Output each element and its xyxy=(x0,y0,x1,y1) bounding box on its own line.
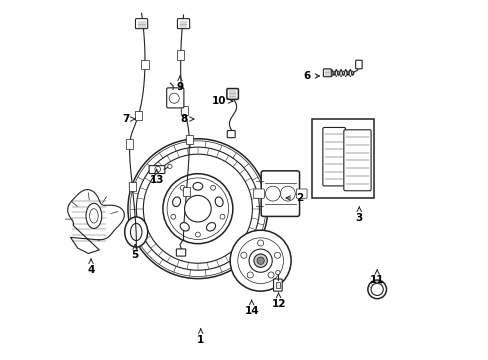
Circle shape xyxy=(247,272,253,278)
Ellipse shape xyxy=(86,203,102,228)
FancyBboxPatch shape xyxy=(323,69,330,77)
Circle shape xyxy=(169,93,179,103)
Circle shape xyxy=(267,272,273,278)
FancyBboxPatch shape xyxy=(261,171,299,216)
FancyBboxPatch shape xyxy=(322,127,345,186)
Text: 14: 14 xyxy=(244,300,259,316)
Bar xyxy=(177,50,184,59)
Circle shape xyxy=(180,185,185,190)
FancyBboxPatch shape xyxy=(166,88,183,108)
Text: 4: 4 xyxy=(87,259,95,275)
Text: 3: 3 xyxy=(355,207,362,222)
FancyBboxPatch shape xyxy=(296,189,306,198)
Ellipse shape xyxy=(193,183,203,190)
Bar xyxy=(181,105,187,115)
Text: 9: 9 xyxy=(176,76,183,92)
Text: 13: 13 xyxy=(149,169,163,185)
FancyBboxPatch shape xyxy=(226,89,238,99)
Circle shape xyxy=(257,240,263,246)
Circle shape xyxy=(275,270,280,275)
Circle shape xyxy=(280,186,295,201)
Bar xyxy=(276,282,279,288)
Text: 8: 8 xyxy=(180,114,194,124)
Text: 12: 12 xyxy=(271,293,285,309)
FancyBboxPatch shape xyxy=(273,279,282,291)
Bar xyxy=(134,111,142,121)
Ellipse shape xyxy=(180,222,189,231)
Text: 6: 6 xyxy=(303,71,319,81)
Circle shape xyxy=(163,174,232,244)
FancyBboxPatch shape xyxy=(177,19,189,29)
Circle shape xyxy=(167,178,228,239)
Text: 5: 5 xyxy=(131,244,139,260)
Circle shape xyxy=(128,139,267,279)
Circle shape xyxy=(367,280,386,299)
Text: 2: 2 xyxy=(285,193,303,203)
Bar xyxy=(141,60,148,69)
Text: 11: 11 xyxy=(369,270,384,285)
FancyBboxPatch shape xyxy=(149,166,164,174)
FancyBboxPatch shape xyxy=(253,189,264,198)
Ellipse shape xyxy=(124,217,147,247)
Circle shape xyxy=(237,238,283,284)
Bar xyxy=(185,135,192,144)
Circle shape xyxy=(253,254,267,267)
Text: 10: 10 xyxy=(212,96,232,106)
Bar xyxy=(183,187,190,197)
Ellipse shape xyxy=(172,197,180,207)
Ellipse shape xyxy=(206,222,215,231)
Circle shape xyxy=(210,185,215,190)
Circle shape xyxy=(220,214,224,219)
Circle shape xyxy=(184,195,211,222)
FancyBboxPatch shape xyxy=(176,249,185,256)
Circle shape xyxy=(257,257,264,264)
FancyBboxPatch shape xyxy=(135,19,147,29)
Bar xyxy=(311,119,374,198)
Circle shape xyxy=(370,283,383,296)
Bar xyxy=(128,182,136,191)
FancyBboxPatch shape xyxy=(355,60,362,69)
Ellipse shape xyxy=(215,197,223,207)
Circle shape xyxy=(240,252,246,258)
Text: 1: 1 xyxy=(197,329,204,345)
Text: 7: 7 xyxy=(122,114,135,124)
Circle shape xyxy=(170,214,175,219)
FancyBboxPatch shape xyxy=(227,131,235,138)
FancyBboxPatch shape xyxy=(343,130,370,191)
Bar xyxy=(126,139,133,149)
Circle shape xyxy=(248,249,272,272)
Circle shape xyxy=(155,166,160,172)
Circle shape xyxy=(265,186,280,201)
Circle shape xyxy=(195,232,200,237)
Circle shape xyxy=(230,230,290,291)
Circle shape xyxy=(167,164,172,168)
Circle shape xyxy=(274,252,280,258)
